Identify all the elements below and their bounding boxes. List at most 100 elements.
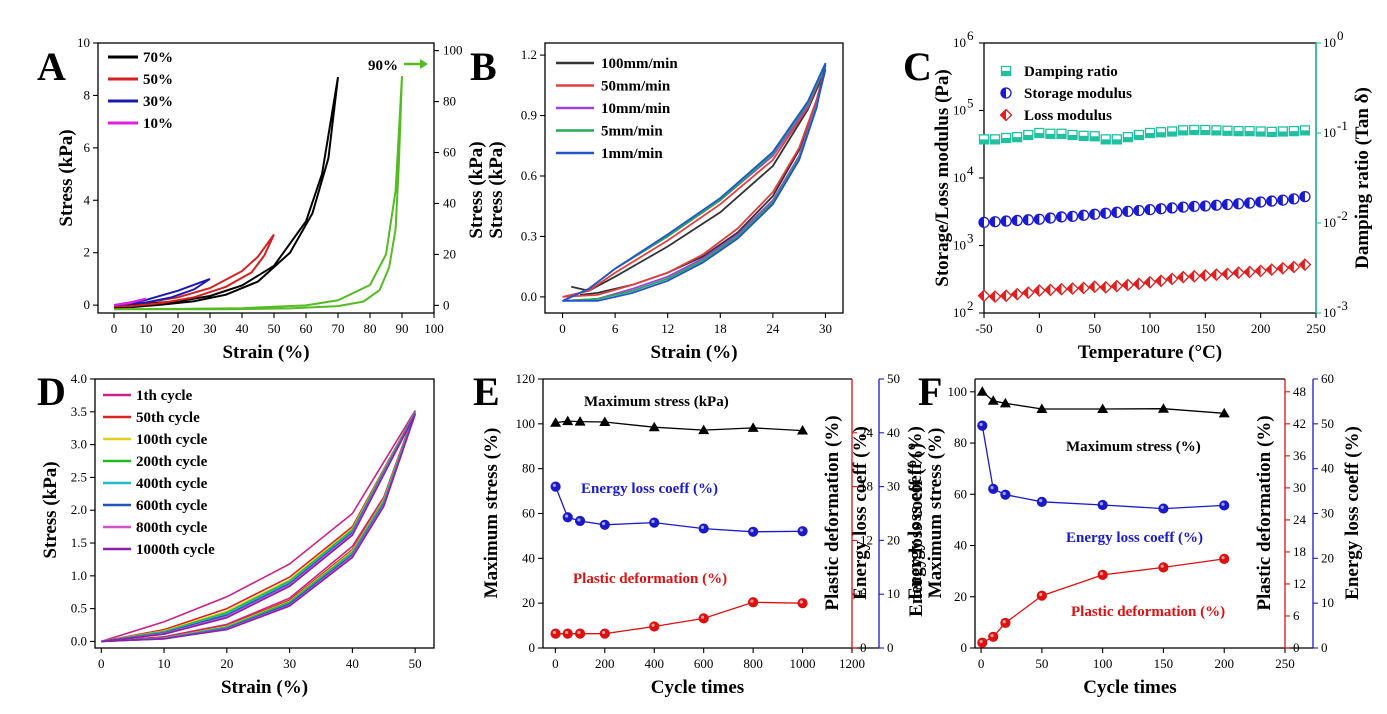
x-tick-label: 250 (1275, 656, 1295, 671)
y2-tick-label: 12 (1293, 576, 1306, 591)
circle-marker-fill (1122, 206, 1128, 217)
diamond-marker-fill (1055, 283, 1062, 295)
x-tick-label: 40 (346, 656, 359, 671)
triangle-marker (562, 415, 574, 426)
legend-label: 200th cycle (136, 454, 208, 470)
diamond-marker-fill (1100, 281, 1106, 293)
data-point (1066, 210, 1079, 223)
diamond-marker-fill (1266, 264, 1272, 276)
circle-marker-fill (1156, 203, 1162, 214)
data-point (1288, 193, 1300, 205)
y-tick-exponent: 3 (967, 231, 974, 246)
y2-tick-exponent: 0 (1337, 28, 1344, 43)
y3-tick-label: 10 (887, 586, 900, 601)
data-point (1277, 126, 1288, 137)
circle-marker-highlight (700, 525, 705, 529)
x-tick-label: 10 (158, 656, 171, 671)
y-axis-title-2: Stress (kPa) (486, 141, 507, 238)
y-tick-label: 10 (953, 305, 966, 320)
diamond-marker-fill (1299, 259, 1305, 271)
circle-marker-highlight (602, 630, 606, 635)
series-line (113, 277, 211, 307)
y-axis-title: Maximum stress (%) (925, 428, 946, 599)
diamond-marker-fill (978, 290, 984, 302)
data-point (1298, 258, 1312, 272)
data-point (1078, 130, 1089, 141)
legend-label: 600th cycle (136, 498, 208, 514)
data-point (1032, 284, 1046, 297)
y-axis-title: Stress (kPa) (56, 129, 77, 226)
data-point (1233, 125, 1244, 137)
panel-D: D 0 10 20 30 40 50 Strain (%) 0.0 0.5 1.0 1.5 2.0 2.5… (37, 369, 435, 698)
series-annotation: Energy loss coeff (%) (1066, 530, 1203, 546)
y2-axis-title: Plastic deformation (%) (1254, 415, 1275, 610)
square-marker-fill (1001, 137, 1011, 143)
x-tick-label: 400 (644, 656, 664, 671)
circle-marker-highlight (564, 630, 569, 635)
triangle-marker (747, 422, 759, 432)
y2-tick-label: 80 (443, 94, 456, 109)
data-point (1232, 266, 1245, 280)
y-tick-exponent: 4 (967, 163, 974, 178)
data-point (1055, 282, 1068, 296)
y-axis-title: Storage/Loss modulus (Pa) (932, 69, 953, 286)
circle-marker-highlight (750, 528, 754, 533)
y3-tick-label: 30 (1321, 506, 1334, 521)
y2-tick-label: 48 (1293, 384, 1306, 399)
x-axis-title: Strain (%) (650, 342, 737, 363)
data-point (978, 134, 990, 145)
data-point (1034, 127, 1045, 139)
data-point (978, 216, 990, 229)
circle-marker-highlight (1160, 564, 1164, 568)
legend-label: 50mm/min (601, 79, 671, 95)
data-point (1166, 126, 1178, 137)
panel-letter: C (903, 44, 932, 89)
y-tick-label: 4.0 (71, 371, 87, 386)
x-axis-title: Cycle times (651, 677, 744, 698)
circle-marker (562, 628, 573, 639)
circle-marker-highlight (577, 630, 581, 635)
circle-marker-highlight (1099, 502, 1104, 506)
circle-marker (1158, 562, 1169, 573)
circle-marker-highlight (799, 528, 803, 532)
y-axis-title: Maximum stress (%) (481, 428, 502, 599)
y3-tick-label: 30 (887, 479, 900, 494)
triangle-marker (797, 425, 809, 435)
data-point (1077, 209, 1090, 221)
data-point (1266, 195, 1278, 207)
x-tick-label: 200 (595, 656, 615, 671)
circle-marker-highlight (1002, 491, 1006, 496)
data-point (1265, 263, 1279, 276)
data-point (1132, 277, 1146, 291)
circle-marker (698, 613, 709, 624)
diamond-marker-fill (1166, 273, 1173, 285)
series-line (113, 233, 275, 308)
y-tick-label: 1.0 (71, 568, 87, 583)
square-marker-fill (1167, 131, 1177, 136)
y2-axis-title: Plastic deformation (%) (822, 415, 843, 610)
square-marker-fill (1278, 131, 1288, 136)
y-tick-label: 100 (516, 416, 536, 431)
circle-marker-fill (1244, 198, 1250, 209)
y3-tick-label: 0 (1321, 640, 1328, 655)
data-point (1243, 197, 1256, 209)
circle-marker-highlight (1221, 502, 1225, 506)
data-point (1066, 282, 1079, 296)
circle-marker-fill (1067, 211, 1073, 222)
data-point (1000, 65, 1012, 77)
circle-marker-fill (1299, 191, 1305, 202)
y-tick-label: 0 (961, 640, 968, 655)
circle-marker-fill (1089, 209, 1095, 220)
y-tick-exponent: 6 (967, 28, 974, 43)
data-point (1178, 125, 1189, 136)
circle-marker-fill (1111, 207, 1117, 218)
data-point (1266, 126, 1277, 137)
circle-marker-fill (1056, 211, 1062, 222)
y3-tick-label: 40 (887, 425, 900, 440)
y-axis-title-extra: Energy loss coeff (%) (905, 426, 926, 600)
diamond-marker-fill (1033, 285, 1040, 297)
series-line (113, 76, 403, 311)
square-marker-fill (1056, 133, 1066, 139)
data-point (1122, 205, 1134, 218)
